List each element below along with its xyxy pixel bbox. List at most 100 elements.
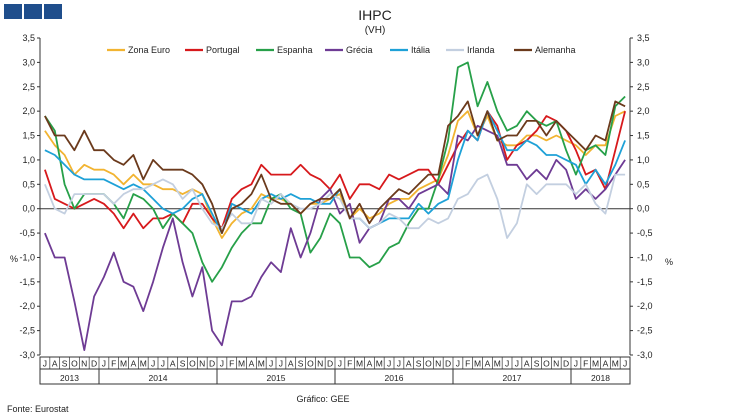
month-tick-label: N	[81, 359, 87, 369]
month-tick-label: A	[485, 359, 491, 369]
month-tick-label: N	[553, 359, 559, 369]
y-tick-label-right: -1,0	[637, 252, 653, 262]
legend-label: Espanha	[277, 45, 313, 55]
y-tick-label-right: -3,0	[637, 350, 653, 360]
month-tick-label: A	[249, 359, 255, 369]
month-tick-label: M	[238, 359, 245, 369]
year-tick-label: 2017	[503, 373, 522, 383]
month-tick-label: N	[435, 359, 441, 369]
month-tick-label: A	[524, 359, 530, 369]
series-line-irlanda	[44, 173, 626, 239]
month-tick-label: J	[43, 359, 47, 369]
y-tick-label-right: 1,0	[637, 155, 650, 165]
month-tick-label: J	[151, 359, 155, 369]
month-tick-label: J	[161, 359, 165, 369]
month-tick-label: D	[563, 359, 569, 369]
legend-label: Itália	[411, 45, 430, 55]
y-tick-label-right: 2,5	[637, 82, 650, 92]
y-tick-label-right: -2,0	[637, 301, 653, 311]
month-tick-label: S	[416, 359, 422, 369]
brand-logo	[4, 4, 62, 19]
year-tick-label: 2013	[60, 373, 79, 383]
chart-legend: Zona Euro Portugal Espanha Grécia Itália Irla…	[107, 45, 576, 55]
year-tick-label: 2016	[385, 373, 404, 383]
month-tick-label: N	[317, 359, 323, 369]
y-tick-label-left: -1,5	[19, 277, 35, 287]
month-tick-label: F	[465, 359, 470, 369]
y-tick-label-right: 1,5	[637, 131, 650, 141]
month-tick-label: F	[583, 359, 588, 369]
y-tick-label-left: -2,0	[19, 301, 35, 311]
month-tick-label: S	[62, 359, 68, 369]
month-tick-label: F	[229, 359, 234, 369]
month-tick-label: O	[71, 359, 78, 369]
y-axis-label-right: %	[665, 257, 673, 267]
chart-axes: 3,5 3,5 3,0 3,0 2,5 2,5 2,0 2,0 1,5 1,5 1,0 1,0 0,5 0…	[19, 33, 653, 385]
legend-label: Irlanda	[467, 45, 495, 55]
month-tick-label: J	[338, 359, 342, 369]
year-tick-label: 2018	[591, 373, 610, 383]
month-tick-label: J	[102, 359, 106, 369]
legend-label: Alemanha	[535, 45, 576, 55]
month-tick-label: D	[209, 359, 215, 369]
month-tick-label: M	[494, 359, 501, 369]
month-tick-label: A	[288, 359, 294, 369]
month-tick-label: J	[220, 359, 224, 369]
chart-title: IHPC	[358, 7, 391, 23]
month-tick-label: J	[515, 359, 519, 369]
month-tick-label: O	[189, 359, 196, 369]
month-tick-label: N	[199, 359, 205, 369]
y-tick-label-left: 0,5	[22, 179, 35, 189]
y-tick-label-left: -1,0	[19, 252, 35, 262]
logo-square	[44, 4, 62, 19]
month-tick-label: D	[445, 359, 451, 369]
y-tick-label-left: 3,0	[22, 57, 35, 67]
y-axis-label-left: %	[10, 254, 18, 264]
chart-series	[44, 61, 626, 352]
month-tick-label: S	[180, 359, 186, 369]
month-tick-label: M	[612, 359, 619, 369]
y-tick-label-right: -1,5	[637, 277, 653, 287]
month-tick-label: J	[279, 359, 283, 369]
series-line-espanha	[44, 61, 626, 283]
chart-subtitle: (VH)	[365, 25, 386, 36]
y-tick-label-left: 3,5	[22, 33, 35, 43]
month-tick-label: M	[376, 359, 383, 369]
y-tick-label-right: 3,0	[637, 57, 650, 67]
y-tick-label-left: 1,0	[22, 155, 35, 165]
month-tick-label: O	[543, 359, 550, 369]
month-tick-label: A	[603, 359, 609, 369]
y-tick-label-right: -0,5	[637, 228, 653, 238]
source-note: Fonte: Eurostat	[7, 404, 69, 414]
month-tick-label: A	[52, 359, 58, 369]
month-tick-label: A	[367, 359, 373, 369]
y-tick-label-right: 2,0	[637, 106, 650, 116]
month-tick-label: M	[592, 359, 599, 369]
month-tick-label: J	[505, 359, 509, 369]
month-tick-label: M	[474, 359, 481, 369]
month-tick-label: O	[425, 359, 432, 369]
legend-label: Grécia	[346, 45, 373, 55]
legend-label: Zona Euro	[128, 45, 170, 55]
month-tick-label: F	[111, 359, 116, 369]
series-line-grécia	[44, 124, 626, 352]
chart-credit: Gráfico: GEE	[296, 394, 349, 404]
month-tick-label: M	[356, 359, 363, 369]
month-tick-label: A	[131, 359, 137, 369]
y-tick-label-left: -2,5	[19, 326, 35, 336]
month-tick-label: F	[347, 359, 352, 369]
y-tick-label-left: -3,0	[19, 350, 35, 360]
month-tick-label: J	[387, 359, 391, 369]
month-tick-label: D	[91, 359, 97, 369]
series-line-alemanha	[44, 100, 626, 235]
month-tick-label: M	[140, 359, 147, 369]
y-tick-label-left: 0,0	[22, 204, 35, 214]
logo-square	[4, 4, 22, 19]
y-tick-label-left: 1,5	[22, 131, 35, 141]
month-tick-label: A	[170, 359, 176, 369]
month-tick-label: J	[574, 359, 578, 369]
month-tick-label: M	[258, 359, 265, 369]
y-tick-label-right: -2,5	[637, 326, 653, 336]
year-tick-label: 2014	[149, 373, 168, 383]
